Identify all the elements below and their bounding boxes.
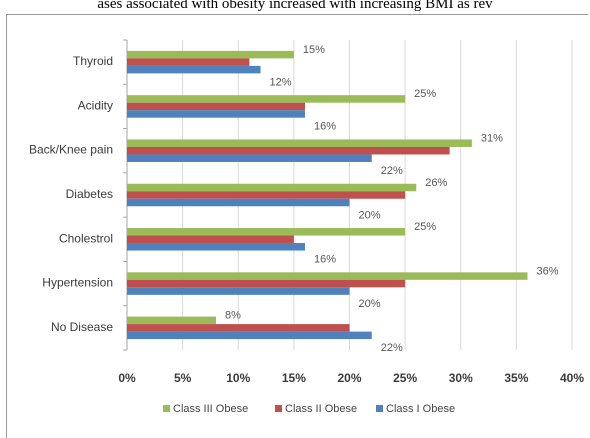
bar	[127, 198, 350, 207]
bar	[127, 95, 406, 103]
data-label: 20%	[359, 209, 381, 221]
x-tick-label: 10%	[226, 371, 250, 385]
bar	[127, 58, 250, 66]
data-label: 25%	[414, 88, 436, 100]
legend-swatch	[376, 405, 383, 412]
data-label: 16%	[314, 254, 336, 266]
bar	[127, 331, 372, 340]
bar	[127, 324, 350, 332]
data-label: 12%	[270, 76, 292, 88]
bar	[127, 316, 216, 325]
bar	[127, 243, 305, 251]
x-tick-label: 15%	[282, 371, 306, 385]
legend-swatch	[163, 405, 170, 412]
chart-frame	[6, 14, 588, 438]
data-label: 8%	[225, 310, 241, 322]
x-tick-label: 20%	[337, 371, 361, 385]
x-tick-label: 5%	[174, 371, 192, 385]
legend-label: Class II Obese	[285, 403, 357, 415]
x-tick-label: 35%	[504, 371, 528, 385]
bar	[127, 110, 305, 118]
bar	[127, 146, 450, 155]
bar	[127, 235, 294, 244]
data-label: 36%	[537, 265, 559, 277]
bar	[127, 287, 350, 295]
legend-label: Class I Obese	[386, 403, 455, 415]
data-label: 22%	[381, 165, 403, 177]
bar	[127, 191, 406, 199]
figure-caption-text: ases associated with obesity increased w…	[97, 0, 493, 12]
category-label: Acidity	[78, 98, 113, 112]
bar	[127, 228, 406, 236]
data-label: 25%	[414, 221, 436, 233]
legend-swatch	[275, 405, 282, 412]
data-label: 31%	[481, 132, 503, 144]
data-label: 20%	[359, 298, 381, 310]
x-tick-label: 40%	[560, 371, 584, 385]
bar	[127, 102, 305, 111]
x-tick-label: 25%	[393, 371, 417, 385]
legend-label: Class III Obese	[173, 403, 248, 415]
data-label: 22%	[381, 342, 403, 354]
bar	[127, 50, 294, 59]
category-label: Cholestrol	[59, 231, 113, 245]
bar	[127, 139, 472, 147]
data-label: 15%	[303, 44, 325, 56]
x-tick-label: 30%	[449, 371, 473, 385]
bar	[127, 279, 406, 288]
category-label: No Disease	[51, 320, 113, 334]
bar	[127, 65, 261, 74]
data-label: 16%	[314, 121, 336, 133]
bar	[127, 183, 417, 192]
bar	[127, 154, 372, 162]
x-tick-label: 0%	[118, 371, 136, 385]
category-label: Diabetes	[66, 187, 113, 201]
bar	[127, 272, 528, 280]
category-label: Thyroid	[73, 54, 113, 68]
category-label: Back/Knee pain	[29, 143, 113, 157]
category-label: Hypertension	[42, 276, 113, 290]
data-label: 26%	[425, 177, 447, 189]
